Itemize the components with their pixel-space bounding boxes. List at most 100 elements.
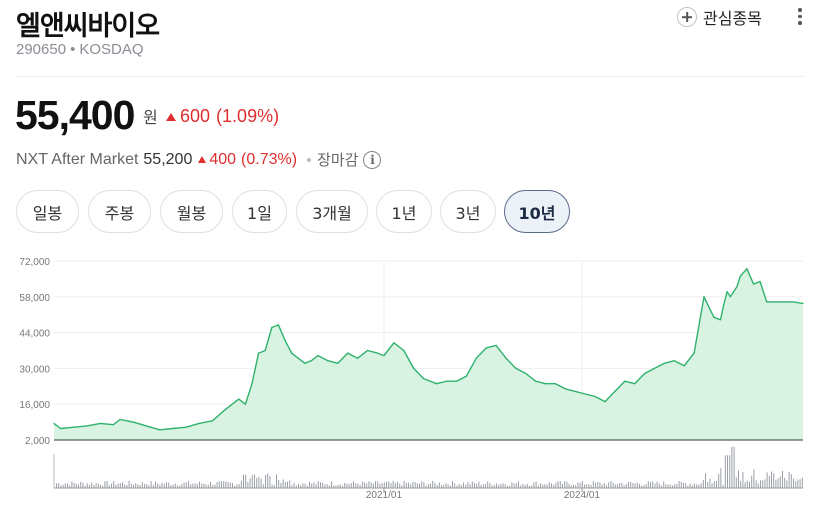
- volume-bar: [179, 485, 181, 488]
- tab-1day[interactable]: 1일: [232, 190, 287, 233]
- volume-bar: [751, 475, 753, 488]
- volume-bar: [201, 483, 203, 488]
- volume-bar: [265, 475, 266, 488]
- data-point: [772, 301, 774, 303]
- volume-bar: [181, 483, 183, 488]
- data-point: [185, 426, 187, 428]
- volume-bar: [196, 483, 198, 488]
- volume-bar: [293, 482, 295, 488]
- volume-bar: [75, 483, 77, 488]
- volume-bar: [674, 484, 676, 488]
- header-divider: [16, 76, 804, 77]
- volume-bar: [696, 484, 698, 488]
- volume-bar: [58, 483, 60, 488]
- volume-bar: [522, 483, 524, 488]
- more-options-icon[interactable]: [797, 8, 803, 28]
- volume-bar: [177, 485, 178, 488]
- info-icon[interactable]: i: [363, 150, 382, 169]
- volume-bar: [157, 483, 159, 488]
- volume-bar: [672, 485, 673, 488]
- volume-bar: [799, 479, 801, 488]
- volume-bar: [639, 483, 640, 488]
- volume-bar: [309, 482, 310, 488]
- volume-bar: [733, 446, 735, 488]
- data-point: [535, 380, 537, 382]
- volume-bar: [249, 478, 251, 488]
- volume-bar: [753, 469, 755, 488]
- tab-daily[interactable]: 일봉: [16, 190, 79, 233]
- tab-weekly[interactable]: 주봉: [88, 190, 151, 233]
- volume-bar: [403, 480, 405, 488]
- volume-bar: [441, 485, 442, 488]
- tab-3year[interactable]: 3년: [440, 190, 496, 233]
- after-market-change-percent: (0.73%): [241, 150, 298, 168]
- volume-bar: [694, 483, 695, 488]
- data-point: [663, 362, 666, 364]
- volume-bar: [793, 478, 794, 488]
- tab-monthly[interactable]: 월봉: [160, 190, 223, 233]
- volume-bar: [601, 484, 603, 488]
- volume-bar: [542, 484, 544, 488]
- volume-bar: [91, 482, 93, 488]
- volume-bar: [790, 474, 792, 488]
- volume-bar: [392, 480, 394, 488]
- volume-bar: [588, 484, 590, 488]
- volume-bar: [69, 485, 71, 488]
- volume-bar: [636, 482, 638, 488]
- volume-bar: [377, 481, 379, 488]
- volume-bar: [401, 485, 403, 488]
- tab-10year[interactable]: 10년: [504, 190, 570, 233]
- volume-bar: [755, 480, 757, 488]
- volume-bar: [423, 482, 425, 488]
- data-point: [73, 426, 75, 428]
- volume-bar: [573, 484, 574, 488]
- volume-bar: [306, 485, 308, 488]
- data-point: [554, 383, 557, 385]
- volume-bar: [676, 484, 678, 488]
- volume-bar: [106, 481, 108, 488]
- watchlist-button[interactable]: 관심종목: [677, 5, 762, 29]
- volume-bar: [581, 481, 583, 488]
- data-point: [383, 355, 385, 357]
- volume-bar: [667, 484, 669, 488]
- volume-bar: [419, 483, 420, 488]
- volume-bar: [775, 479, 777, 488]
- data-point: [614, 390, 616, 393]
- volume-bar: [463, 482, 464, 488]
- volume-bar: [381, 483, 383, 488]
- volume-bar: [124, 484, 126, 488]
- stock-code-line: 290650 • KOSDAQ: [16, 41, 144, 58]
- tab-3month[interactable]: 3개월: [296, 190, 368, 233]
- volume-bar: [779, 476, 781, 488]
- data-point: [284, 339, 286, 341]
- volume-bar: [295, 485, 297, 488]
- volume-bar: [207, 484, 209, 488]
- volume-bar: [738, 470, 739, 488]
- volume-bar: [652, 481, 654, 488]
- volume-bar: [632, 483, 634, 488]
- volume-bar: [702, 479, 704, 488]
- volume-bar: [595, 482, 596, 488]
- data-point: [413, 367, 415, 369]
- volume-bar: [454, 483, 456, 488]
- currency-unit: 원: [143, 108, 158, 127]
- volume-bar: [203, 483, 205, 488]
- tab-1year[interactable]: 1년: [376, 190, 432, 233]
- volume-bar: [348, 483, 350, 488]
- volume-bar: [282, 479, 284, 488]
- volume-bar: [269, 476, 271, 488]
- volume-bar: [727, 455, 728, 488]
- data-point: [224, 408, 227, 410]
- volume-bar: [553, 484, 555, 488]
- data-point: [347, 352, 349, 354]
- data-point: [327, 360, 329, 362]
- volume-bar: [487, 481, 489, 488]
- volume-bar: [584, 484, 585, 488]
- volume-bar: [287, 481, 288, 488]
- price-chart[interactable]: 72,000 58,000 44,000 30,000 16,000 2,000 2021/…: [0, 250, 815, 519]
- data-point: [86, 425, 88, 427]
- volume-bar: [665, 484, 667, 488]
- volume-bar: [267, 473, 269, 488]
- volume-bar: [194, 483, 196, 488]
- volume-bar: [278, 480, 280, 488]
